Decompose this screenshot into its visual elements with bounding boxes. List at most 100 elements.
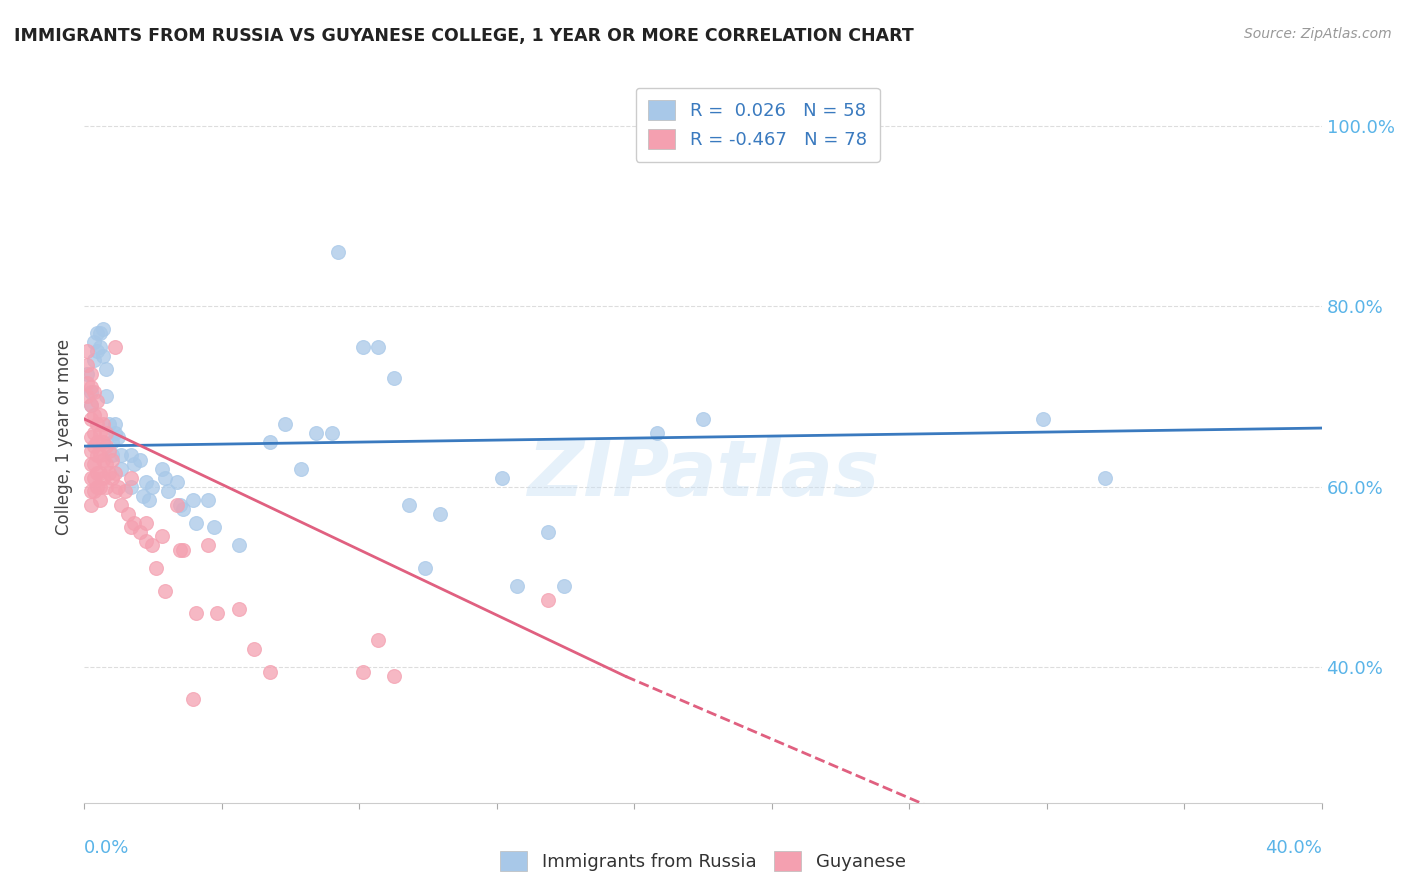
Point — [259, 434, 281, 449]
Point — [367, 340, 389, 354]
Point — [491, 471, 513, 485]
Point — [506, 579, 529, 593]
Point — [259, 665, 281, 679]
Legend: Immigrants from Russia, Guyanese: Immigrants from Russia, Guyanese — [494, 844, 912, 879]
Point — [91, 471, 114, 485]
Point — [76, 358, 98, 372]
Point — [367, 633, 389, 648]
Point — [86, 344, 108, 359]
Point — [120, 471, 142, 485]
Point — [110, 448, 132, 462]
Point — [153, 583, 176, 598]
Point — [129, 524, 152, 539]
Point — [150, 461, 173, 475]
Point — [101, 471, 124, 485]
Point — [141, 538, 163, 552]
Point — [184, 606, 207, 620]
Point — [98, 443, 121, 458]
Point — [135, 533, 157, 548]
Point — [89, 408, 111, 422]
Point — [89, 425, 111, 440]
Point — [645, 425, 668, 440]
Point — [138, 493, 160, 508]
Point — [413, 561, 436, 575]
Point — [326, 244, 349, 259]
Point — [228, 601, 250, 615]
Text: IMMIGRANTS FROM RUSSIA VS GUYANESE COLLEGE, 1 YEAR OR MORE CORRELATION CHART: IMMIGRANTS FROM RUSSIA VS GUYANESE COLLE… — [14, 27, 914, 45]
Point — [83, 335, 105, 350]
Point — [107, 480, 129, 494]
Point — [83, 457, 105, 471]
Point — [91, 434, 114, 449]
Point — [79, 498, 101, 512]
Text: 40.0%: 40.0% — [1265, 838, 1322, 857]
Point — [79, 380, 101, 394]
Point — [89, 340, 111, 354]
Point — [94, 389, 117, 403]
Point — [145, 561, 167, 575]
Point — [76, 376, 98, 390]
Point — [79, 443, 101, 458]
Text: ZIPatlas: ZIPatlas — [527, 435, 879, 512]
Point — [166, 498, 188, 512]
Point — [94, 362, 117, 376]
Point — [382, 371, 405, 385]
Point — [117, 507, 139, 521]
Point — [86, 448, 108, 462]
Point — [153, 471, 176, 485]
Point — [305, 425, 328, 440]
Point — [243, 642, 266, 657]
Point — [94, 480, 117, 494]
Point — [169, 543, 191, 558]
Point — [120, 448, 142, 462]
Point — [83, 353, 105, 368]
Point — [197, 493, 219, 508]
Text: 0.0%: 0.0% — [84, 838, 129, 857]
Point — [184, 516, 207, 530]
Point — [86, 466, 108, 480]
Point — [110, 498, 132, 512]
Point — [429, 507, 451, 521]
Point — [98, 417, 121, 431]
Point — [89, 448, 111, 462]
Point — [83, 439, 105, 453]
Point — [120, 480, 142, 494]
Point — [76, 367, 98, 381]
Point — [150, 529, 173, 543]
Point — [79, 484, 101, 499]
Point — [132, 489, 155, 503]
Point — [101, 448, 124, 462]
Point — [228, 538, 250, 552]
Point — [398, 498, 420, 512]
Point — [91, 452, 114, 467]
Text: Source: ZipAtlas.com: Source: ZipAtlas.com — [1244, 27, 1392, 41]
Point — [135, 475, 157, 490]
Point — [104, 417, 127, 431]
Point — [181, 493, 204, 508]
Point — [83, 408, 105, 422]
Point — [104, 484, 127, 499]
Point — [79, 399, 101, 413]
Point — [91, 349, 114, 363]
Point — [122, 457, 145, 471]
Point — [172, 543, 194, 558]
Point — [352, 665, 374, 679]
Point — [83, 471, 105, 485]
Point — [86, 434, 108, 449]
Point — [104, 425, 127, 440]
Point — [83, 425, 105, 440]
Point — [321, 425, 343, 440]
Point — [141, 480, 163, 494]
Point — [537, 524, 560, 539]
Point — [104, 340, 127, 354]
Point — [172, 502, 194, 516]
Point — [79, 384, 101, 399]
Point — [135, 516, 157, 530]
Point — [352, 340, 374, 354]
Point — [104, 466, 127, 480]
Point — [94, 425, 117, 440]
Point — [86, 417, 108, 431]
Point — [169, 498, 191, 512]
Point — [692, 412, 714, 426]
Point — [181, 692, 204, 706]
